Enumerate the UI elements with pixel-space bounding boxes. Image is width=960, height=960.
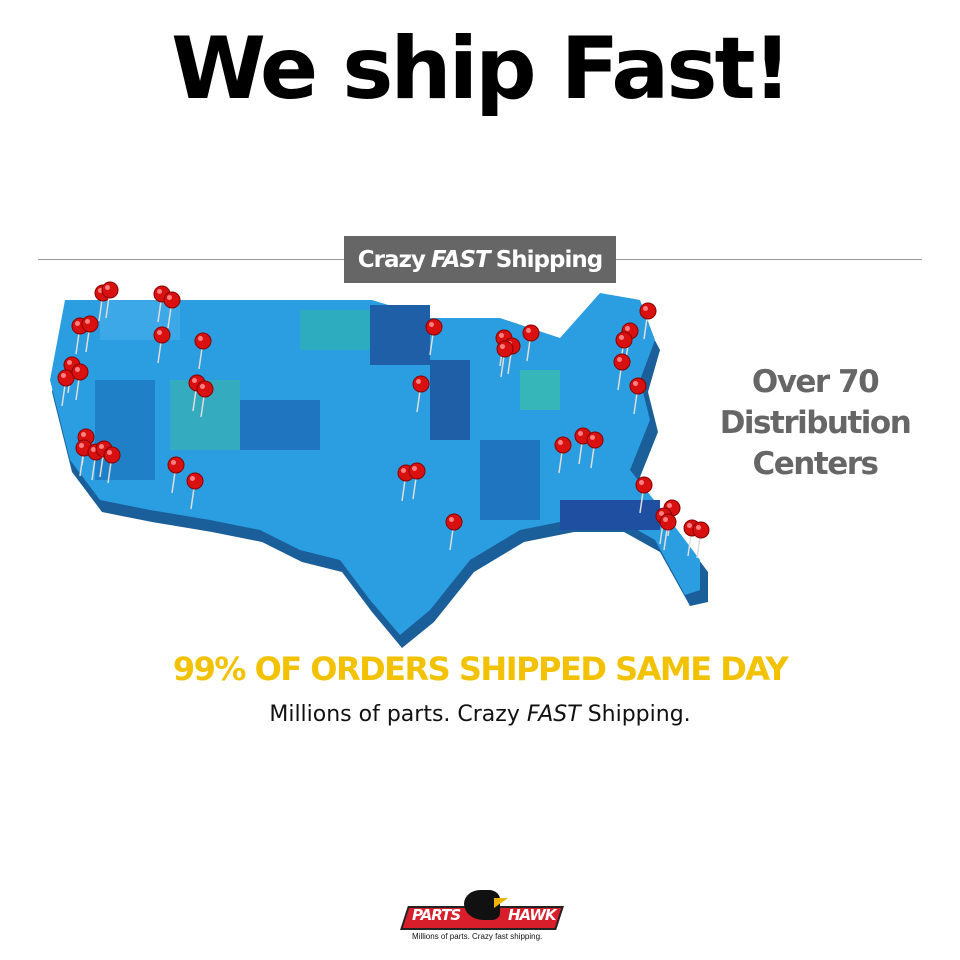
map-pin-icon bbox=[425, 318, 443, 356]
divider-left bbox=[38, 259, 344, 260]
sub-tagline: Millions of parts. Crazy FAST Shipping. bbox=[0, 702, 960, 727]
divider-right bbox=[616, 259, 922, 260]
parts-hawk-logo: PARTS HAWK Millions of parts. Crazy fast… bbox=[398, 890, 564, 950]
badge-text-2: FAST bbox=[430, 246, 491, 273]
map-pin-icon bbox=[101, 281, 119, 319]
centers-line-2: Distribution bbox=[719, 405, 912, 441]
centers-line-1: Over 70 bbox=[751, 364, 880, 400]
map-pin-icon bbox=[194, 332, 212, 370]
logo-hawk: HAWK bbox=[508, 906, 557, 924]
map-pin-icon bbox=[445, 513, 463, 551]
hawk-beak-icon bbox=[494, 898, 508, 908]
map-pin-icon bbox=[153, 326, 171, 364]
map-pin-icon bbox=[635, 476, 653, 514]
pins-layer bbox=[57, 281, 710, 559]
map-pin-icon bbox=[659, 513, 677, 551]
logo-parts: PARTS bbox=[412, 906, 461, 924]
map-pin-icon bbox=[163, 291, 181, 329]
map-pin-icon bbox=[692, 521, 710, 559]
map-pin-icon bbox=[186, 472, 204, 510]
map-pin-icon bbox=[412, 375, 430, 413]
map-pin-icon bbox=[71, 363, 89, 401]
map-pin-icon bbox=[639, 302, 657, 340]
badge-text-3: Shipping bbox=[495, 246, 603, 273]
map-pin-icon bbox=[522, 324, 540, 362]
map-pin-icon bbox=[629, 377, 647, 415]
map-pin-icon bbox=[196, 380, 214, 418]
map-pin-icon bbox=[81, 315, 99, 353]
sub-tagline-3: Shipping. bbox=[587, 702, 691, 727]
logo-tagline: Millions of parts. Crazy fast shipping. bbox=[412, 932, 543, 941]
map-pin-icon bbox=[167, 456, 185, 494]
map-pin-icon bbox=[613, 353, 631, 391]
map-pin-icon bbox=[103, 446, 121, 484]
centers-line-3: Centers bbox=[752, 446, 879, 482]
badge-text-1: Crazy bbox=[357, 246, 426, 273]
distribution-centers-callout: Over 70 Distribution Centers bbox=[700, 362, 930, 485]
sub-tagline-1: Millions of parts. Crazy bbox=[269, 702, 520, 727]
map-pin-icon bbox=[496, 340, 514, 378]
state-shading bbox=[95, 300, 660, 530]
map-pin-icon bbox=[586, 431, 604, 469]
map-pin-icon bbox=[408, 462, 426, 500]
crazy-fast-shipping-badge: Crazy FAST Shipping bbox=[344, 236, 616, 283]
us-map bbox=[50, 281, 710, 648]
map-pin-icon bbox=[554, 436, 572, 474]
sub-tagline-2: FAST bbox=[526, 702, 581, 727]
same-day-tagline: 99% OF ORDERS SHIPPED SAME DAY bbox=[172, 650, 789, 688]
headline: We ship Fast! bbox=[171, 19, 792, 119]
